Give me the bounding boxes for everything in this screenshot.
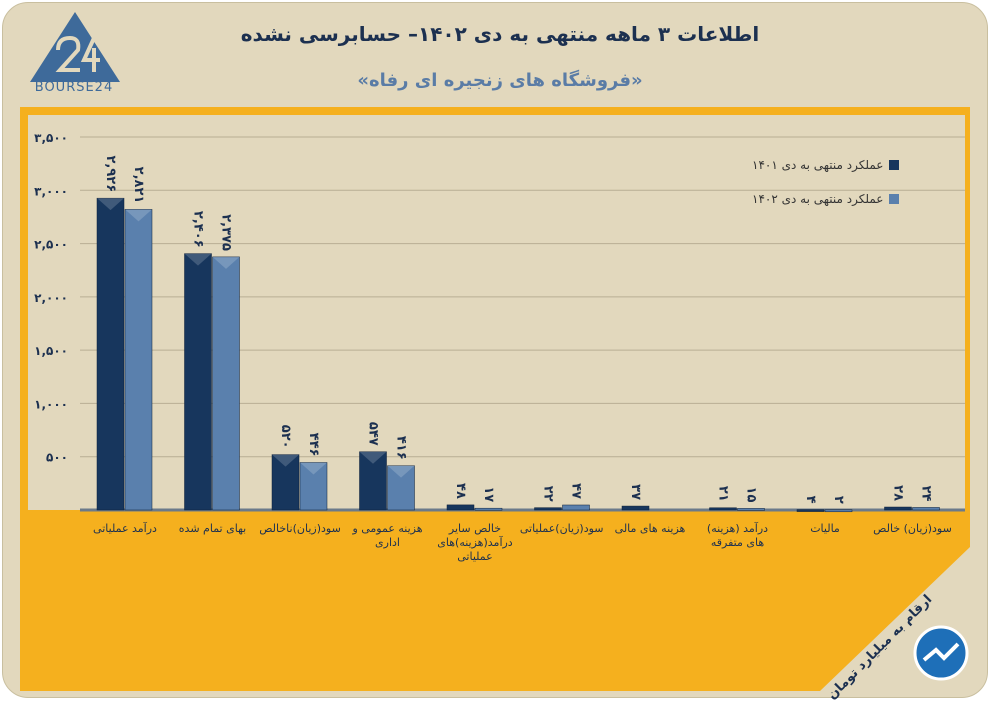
x-tick-label: سود(زیان) خالص (873, 522, 952, 535)
data-label: ۵۲۰ (278, 425, 293, 449)
bar (271, 454, 300, 511)
bar (359, 451, 387, 511)
trend-icon (913, 625, 969, 681)
data-label: ۴۱۶ (394, 436, 409, 460)
x-tick-label: هزینه های مالی (614, 522, 686, 535)
y-tick-label: ۱,۰۰۰ (34, 397, 68, 411)
x-tick-label: مالیات (810, 522, 840, 535)
bar (124, 209, 153, 511)
bar (474, 507, 503, 511)
bar (737, 508, 765, 511)
bar (299, 462, 328, 511)
data-label: ۲,۸۲۱ (131, 167, 146, 204)
bar (912, 507, 940, 511)
bar-bevel (359, 451, 387, 464)
bourse24-logo (30, 12, 120, 82)
legend-label: عملکرد منتهی به دی ۱۴۰۲ (752, 192, 884, 206)
bar-bevel (387, 465, 415, 478)
data-label: ۲ (831, 496, 846, 504)
data-label: ۴۷ (569, 483, 584, 499)
bar-bevel (97, 198, 124, 211)
plot-area (28, 115, 965, 510)
bar (534, 507, 562, 511)
bar (96, 197, 125, 511)
data-label: ۴ (803, 496, 818, 504)
bar-bevel (300, 462, 327, 475)
bar-bevel (212, 256, 240, 269)
bar (562, 504, 590, 511)
bar (796, 509, 825, 512)
page-subtitle: «فروشگاه های زنجیره ای رفاه» (357, 70, 643, 91)
x-tick-label: هزینه عمومی و اداری (352, 522, 423, 549)
bar (884, 506, 912, 511)
y-tick-label: ۲,۵۰۰ (34, 238, 68, 252)
data-label: ۱۷ (481, 486, 496, 502)
bar (387, 465, 415, 511)
data-label: ۲۱ (716, 486, 731, 502)
y-tick-label: ۳,۵۰۰ (34, 131, 68, 145)
x-tick-label: بهای تمام شده (178, 522, 247, 535)
chart-panel: ۵۰۰ ۱,۰۰۰ ۱,۵۰۰ ۲,۰۰۰ ۲,۵۰۰ ۳,۰۰۰ ۳,۵۰۰ ۲,۹۲۶ ۲,… (20, 107, 970, 691)
data-label: ۲۲ (541, 486, 556, 502)
x-tick-label: درآمد (هزینه) های متفرقه (706, 522, 769, 549)
data-label: ۲,۳۷۵ (219, 214, 234, 251)
legend-item-1402: عملکرد منتهی به دی ۱۴۰۲ (752, 192, 900, 206)
bar (446, 504, 475, 511)
bar (824, 509, 853, 513)
bar (184, 253, 212, 511)
data-label: ۲,۴۰۶ (191, 211, 206, 248)
legend-swatch (889, 194, 900, 204)
x-tick-label: سود(زیان)عملیاتی (519, 522, 604, 535)
bar-bevel (125, 209, 152, 222)
y-tick-label: ۱,۵۰۰ (34, 344, 68, 358)
y-tick-label: ۵۰۰ (46, 451, 68, 465)
legend-item-1401: عملکرد منتهی به دی ۱۴۰۱ (752, 158, 900, 172)
bar-bevel (184, 253, 212, 266)
data-label: ۲۴ (919, 486, 934, 502)
data-label: ۵۴۷ (366, 422, 381, 446)
logo-text: BOURSE24 (34, 80, 114, 95)
page-title: اطلاعات ۳ ماهه منتهی به دی ۱۴۰۲– حسابرسی… (240, 22, 760, 46)
data-label: ۲,۹۲۶ (103, 155, 118, 192)
x-tick-label: خالص سایر درآمد(هزینه)های عملیاتی (437, 522, 513, 563)
x-tick-label: درآمد عملیاتی (93, 522, 157, 535)
bar (621, 505, 650, 511)
data-label: ۴۴۶ (306, 433, 321, 457)
y-tick-label: ۲,۰۰۰ (34, 291, 68, 305)
bar (212, 256, 240, 511)
data-label: ۳۷ (628, 484, 643, 500)
y-tick-label: ۳,۰۰۰ (34, 184, 68, 198)
data-label: ۲۸ (891, 485, 906, 501)
x-tick-label: سود(زیان)ناخالص (259, 522, 341, 535)
legend-label: عملکرد منتهی به دی ۱۴۰۱ (752, 158, 884, 172)
bar-bevel (272, 454, 299, 467)
data-label: ۱۵ (744, 487, 759, 503)
legend-swatch (889, 160, 900, 170)
data-label: ۴۸ (453, 483, 468, 499)
bar (709, 507, 737, 511)
